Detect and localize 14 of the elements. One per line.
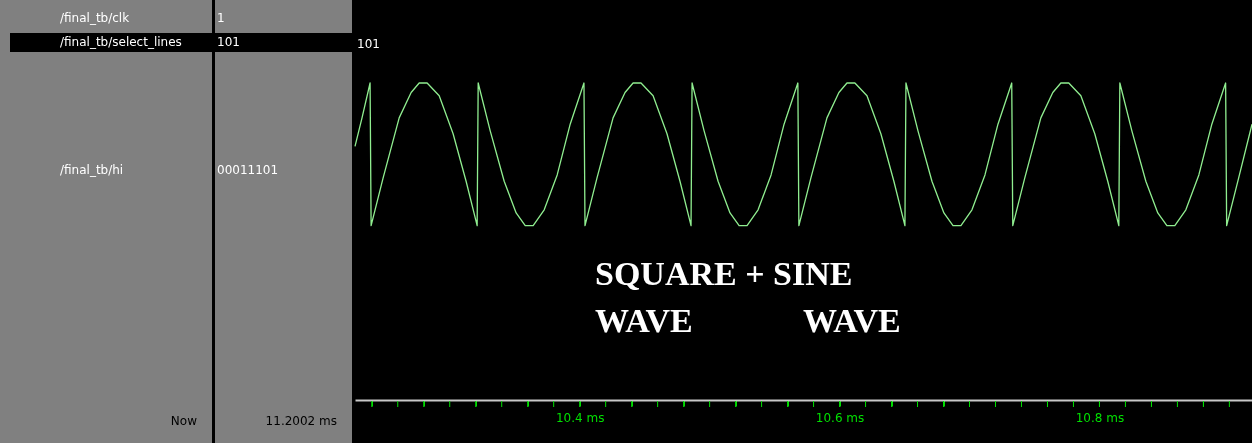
text: 11.2002 ms — [265, 414, 337, 428]
text: /final_tb/clk — [60, 11, 130, 25]
text: /final_tb/select_lines — [60, 35, 182, 49]
x-tick-label: 10.8 ms — [1075, 410, 1125, 425]
annotation: SQUARE + SINE — [595, 255, 853, 292]
x-tick-label: 10.6 ms — [815, 410, 865, 425]
text: 101 — [357, 37, 380, 51]
text: 1 — [217, 11, 225, 25]
text: /final_tb/hi — [60, 163, 124, 177]
x-tick-label: 10.4 ms — [555, 410, 605, 425]
text: Now — [170, 414, 198, 428]
text: WAVE WAVE — [595, 302, 901, 339]
text: 101 — [217, 35, 240, 49]
text: 00011101 — [217, 163, 279, 177]
